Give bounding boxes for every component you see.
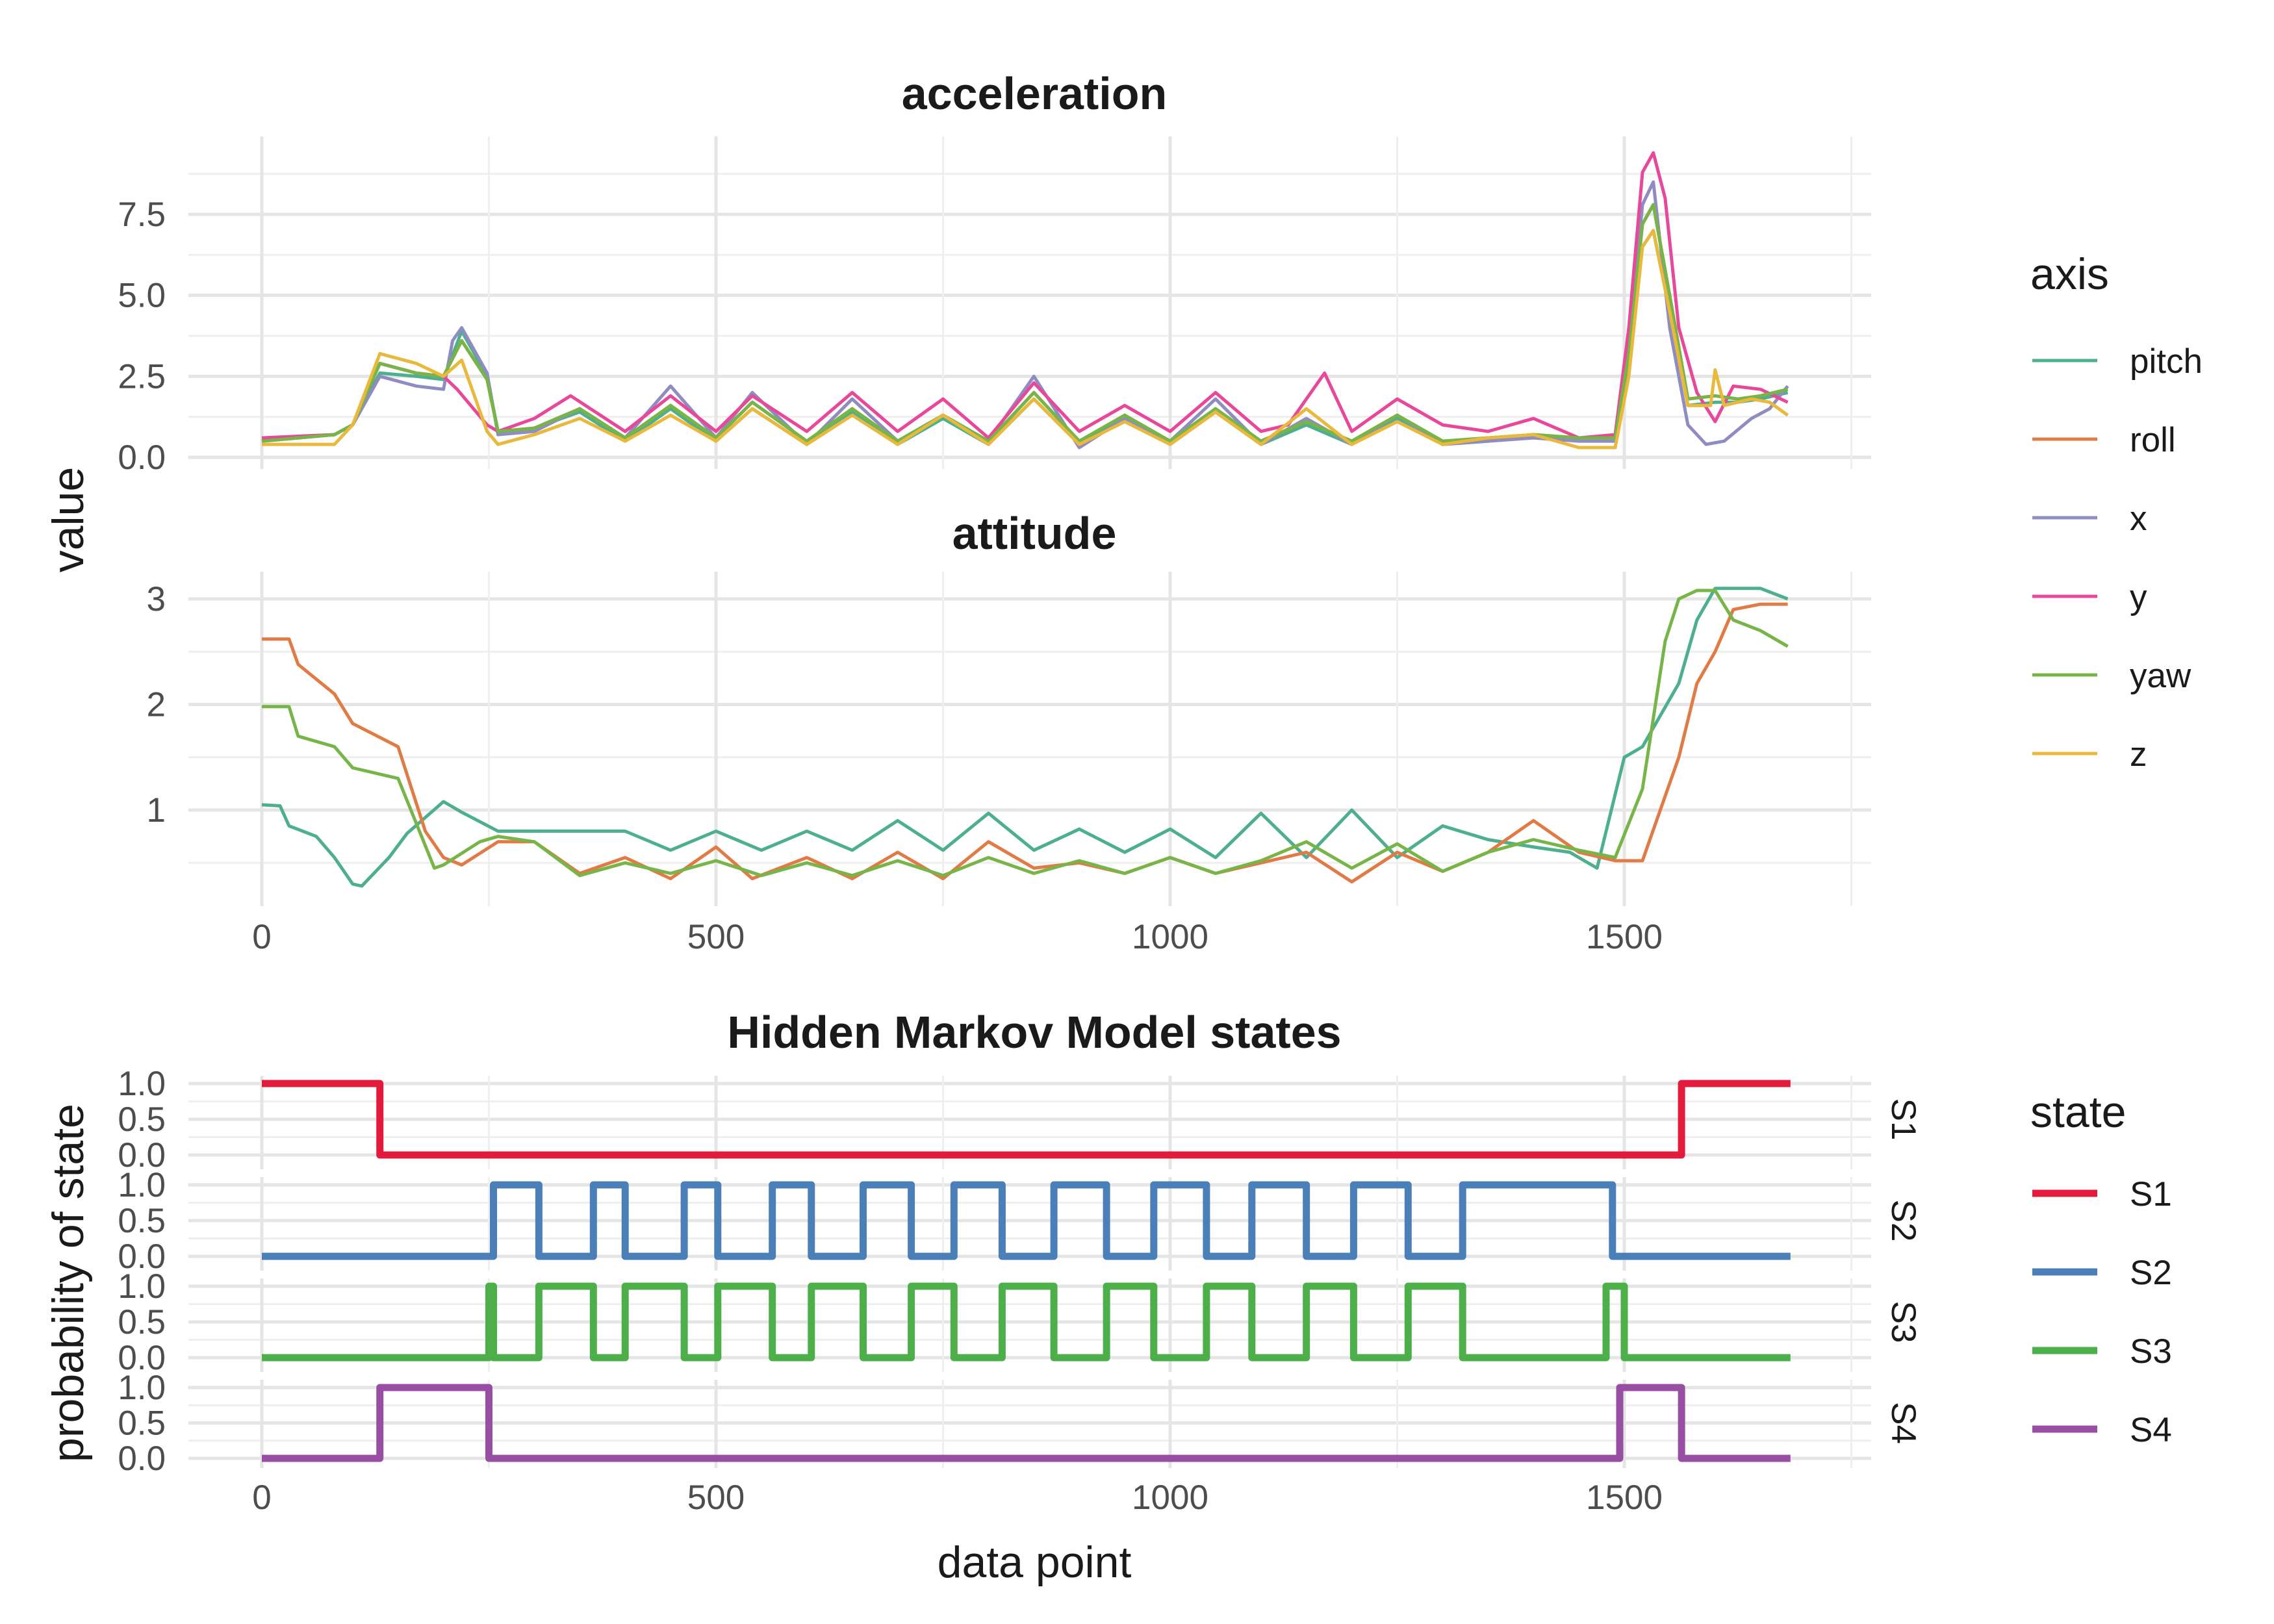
hmm-series-S2: [262, 1181, 1791, 1260]
hmm-S4-y-tick-label: 0.5: [118, 1404, 166, 1443]
axis-legend: axis: [2030, 249, 2109, 299]
acceleration-series-y: [261, 151, 1789, 440]
hmm-series-S3: [262, 1282, 1791, 1362]
hmm-S2-y-tick-label: 0.5: [118, 1202, 166, 1240]
acceleration-y-tick-label: 7.5: [118, 196, 166, 234]
hmm-x-tick-label: 0: [252, 1478, 271, 1517]
axis-legend-label-x: x: [2130, 500, 2147, 538]
state-legend-label-S1: S1: [2130, 1175, 2172, 1213]
hmm-x-tick-label: 1000: [1132, 1478, 1208, 1517]
hmm-x-tick-label: 500: [687, 1478, 745, 1517]
probability-axis-label: probability of state: [44, 1104, 93, 1462]
axis-legend-label-z: z: [2130, 735, 2147, 774]
attitude-series-yaw: [262, 589, 1789, 878]
attitude-series-pitch: [261, 587, 1789, 888]
attitude-title: attitude: [952, 508, 1117, 559]
attitude-y-tick-label: 3: [147, 580, 166, 618]
state-legend: state: [2030, 1087, 2126, 1137]
attitude-series-roll: [262, 602, 1788, 883]
axis-legend-label-pitch: pitch: [2130, 342, 2203, 381]
axis-legend-label-roll: roll: [2130, 421, 2176, 459]
hmm-S1-strip-label: S1: [1884, 1098, 1923, 1141]
acceleration-series-yaw: [261, 203, 1789, 443]
hmm-S2-y-tick-label: 1.0: [118, 1166, 166, 1204]
data-point-axis-label: data point: [938, 1538, 1132, 1587]
acceleration-title: acceleration: [902, 68, 1168, 119]
value-axis-label: value: [44, 467, 93, 573]
attitude-y-tick-label: 1: [147, 791, 166, 830]
hmm-S2-y-tick-label: 0.0: [118, 1237, 166, 1276]
state-legend-label-S4: S4: [2130, 1411, 2172, 1449]
axis-legend-label-yaw: yaw: [2130, 657, 2191, 695]
hmm-S3-y-tick-label: 0.5: [118, 1303, 166, 1341]
hmm-S1-y-tick-label: 0.0: [118, 1136, 166, 1174]
attitude-y-tick-label: 2: [147, 686, 166, 724]
attitude-x-tick-label: 1000: [1132, 918, 1208, 956]
hmm-S3-strip-label: S3: [1884, 1301, 1923, 1343]
hmm-S4-y-tick-label: 0.0: [118, 1440, 166, 1478]
acceleration-series-z: [262, 229, 1789, 450]
hmm-S2-strip-label: S2: [1884, 1200, 1923, 1242]
hmm-S1-y-tick-label: 1.0: [118, 1065, 166, 1103]
state-legend-label-S2: S2: [2130, 1254, 2172, 1292]
attitude-x-tick-label: 1500: [1586, 918, 1663, 956]
attitude-x-tick-label: 0: [252, 918, 271, 956]
hmm-series-S1: [262, 1080, 1791, 1159]
state-legend-label-S3: S3: [2130, 1332, 2172, 1371]
axis-legend-title: axis: [2030, 249, 2109, 299]
hmm-series-S4: [262, 1384, 1791, 1462]
hmm-S1-y-tick-label: 0.5: [118, 1100, 166, 1139]
hmm-x-tick-label: 1500: [1586, 1478, 1663, 1517]
axis-legend-items: pitch roll x y yaw z: [2032, 342, 2203, 774]
acceleration-y-tick-label: 5.0: [118, 277, 166, 315]
hmm-S4-strip-label: S4: [1884, 1402, 1923, 1444]
acceleration-y-tick-label: 2.5: [118, 357, 166, 396]
attitude-x-tick-label: 500: [687, 918, 745, 956]
hmm-title: Hidden Markov Model states: [727, 1007, 1341, 1058]
state-legend-items: S1 S2 S3 S4: [2032, 1175, 2172, 1449]
axis-legend-label-y: y: [2130, 578, 2147, 616]
acceleration-y-tick-label: 0.0: [118, 438, 166, 477]
hmm-S3-y-tick-label: 1.0: [118, 1267, 166, 1306]
hmm-S4-y-tick-label: 1.0: [118, 1369, 166, 1407]
acceleration-series-x: [261, 180, 1789, 450]
hmm-S3-y-tick-label: 0.0: [118, 1339, 166, 1377]
state-legend-title: state: [2030, 1087, 2126, 1137]
